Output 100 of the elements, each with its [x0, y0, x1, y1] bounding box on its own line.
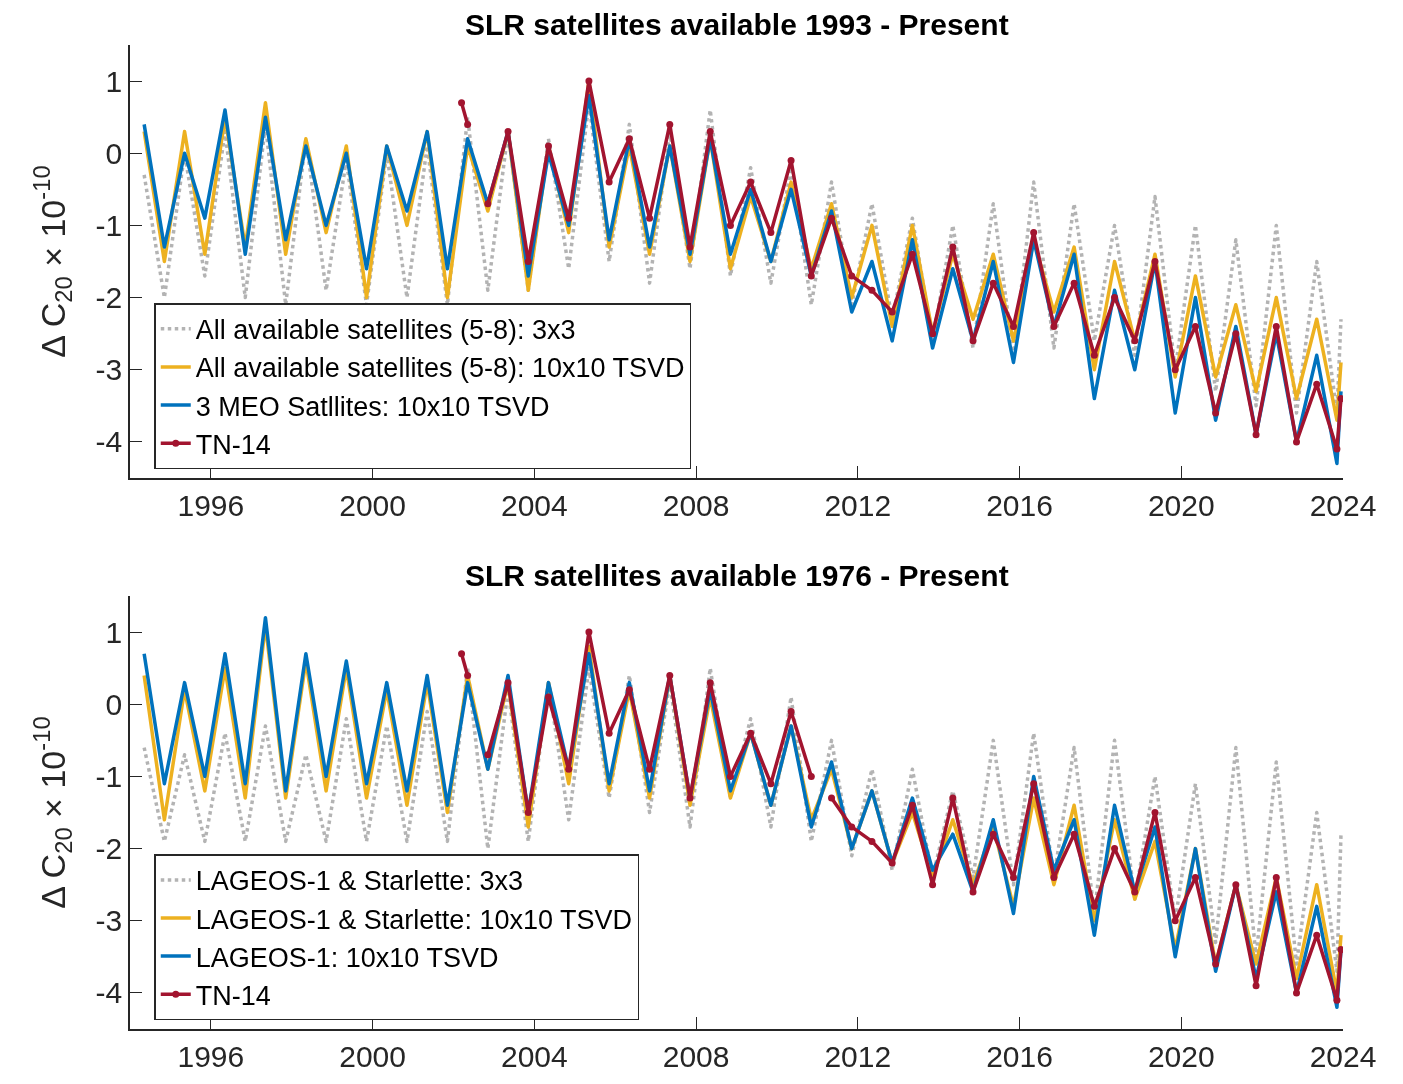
y-tick-label: -1 [95, 759, 123, 793]
point [1212, 960, 1220, 968]
point [747, 178, 755, 186]
x-tick-label: 2008 [662, 488, 730, 522]
legend-label: All available satellites (5-8): 3x3 [195, 315, 576, 346]
point [1333, 996, 1341, 1004]
point [706, 128, 714, 136]
point [625, 135, 633, 143]
point [646, 765, 654, 773]
point [807, 772, 815, 780]
y-tick-label: -1 [95, 208, 123, 242]
point [747, 729, 755, 737]
point [787, 156, 795, 164]
point [585, 77, 593, 85]
point [1171, 917, 1179, 925]
point [565, 214, 573, 222]
point [585, 628, 593, 636]
point [484, 751, 492, 759]
legend-label: TN-14 [195, 980, 271, 1011]
point [565, 765, 573, 773]
point [828, 794, 836, 802]
y-tick-label: -4 [95, 976, 123, 1010]
x-tick-label: 2004 [500, 1039, 568, 1073]
line-series [142, 666, 1343, 974]
point [908, 801, 916, 809]
point [1111, 845, 1119, 853]
point [544, 693, 552, 701]
point [605, 178, 613, 186]
point [1131, 888, 1139, 896]
point [484, 200, 492, 208]
point [848, 272, 856, 280]
point [524, 257, 532, 265]
point [787, 708, 795, 715]
point [888, 859, 896, 867]
point [828, 214, 836, 222]
point [646, 214, 654, 222]
point [1070, 830, 1078, 838]
point [1191, 322, 1199, 330]
point [1191, 873, 1199, 881]
point [1252, 431, 1260, 439]
point [1070, 279, 1078, 287]
x-tick-label: 2012 [824, 488, 892, 522]
point [767, 780, 775, 788]
point [686, 243, 694, 251]
y-tick-label: -4 [95, 425, 123, 459]
point [908, 250, 916, 258]
point [1030, 780, 1038, 788]
point [949, 243, 957, 251]
point [1272, 873, 1280, 881]
point [1131, 337, 1139, 345]
x-tick-label: 2020 [1147, 1039, 1215, 1073]
point [1272, 322, 1280, 330]
point [1313, 380, 1321, 388]
point [1050, 322, 1058, 330]
point [1337, 395, 1343, 403]
x-tick-label: 2008 [662, 1039, 730, 1073]
point [1212, 409, 1220, 417]
point [605, 729, 613, 737]
legend-label: LAGEOS-1 & Starlette: 10x10 TSVD [195, 904, 632, 935]
x-tick-label: 2016 [986, 488, 1053, 522]
y-tick-label: 1 [105, 64, 123, 98]
point [1050, 873, 1058, 881]
y-tick-label: -2 [95, 832, 123, 866]
y-tick-label: -3 [95, 904, 123, 938]
point [1090, 351, 1098, 359]
point [666, 671, 674, 679]
legend-label: TN-14 [195, 429, 271, 460]
x-tick-label: 2012 [824, 1039, 892, 1073]
chart-title: SLR satellites available 1993 - Present [465, 8, 1009, 41]
point [949, 794, 957, 802]
x-tick-label: 1996 [177, 1039, 245, 1073]
point [969, 888, 977, 896]
chart-title: SLR satellites available 1976 - Present [465, 559, 1009, 592]
point [868, 286, 876, 294]
point [1151, 809, 1159, 817]
point [868, 837, 876, 845]
point [504, 128, 512, 136]
point [807, 272, 815, 280]
point [1090, 902, 1098, 910]
point [929, 330, 937, 338]
point [1030, 229, 1038, 237]
point [504, 679, 512, 687]
y-tick-label: -3 [95, 353, 123, 387]
point [848, 823, 856, 831]
x-tick-label: 2020 [1147, 488, 1215, 522]
y-tick-label: 0 [105, 136, 123, 170]
point [1333, 445, 1341, 453]
point [1337, 946, 1343, 954]
point [1232, 330, 1240, 338]
y-tick-label: -2 [95, 281, 123, 315]
point [1293, 989, 1300, 997]
point [686, 794, 694, 802]
point [989, 279, 997, 287]
point [1293, 438, 1300, 446]
point [1009, 322, 1017, 330]
x-tick-label: 2016 [986, 1039, 1053, 1073]
point [666, 120, 674, 128]
point [524, 809, 532, 817]
point [1171, 366, 1179, 374]
point [888, 308, 896, 316]
